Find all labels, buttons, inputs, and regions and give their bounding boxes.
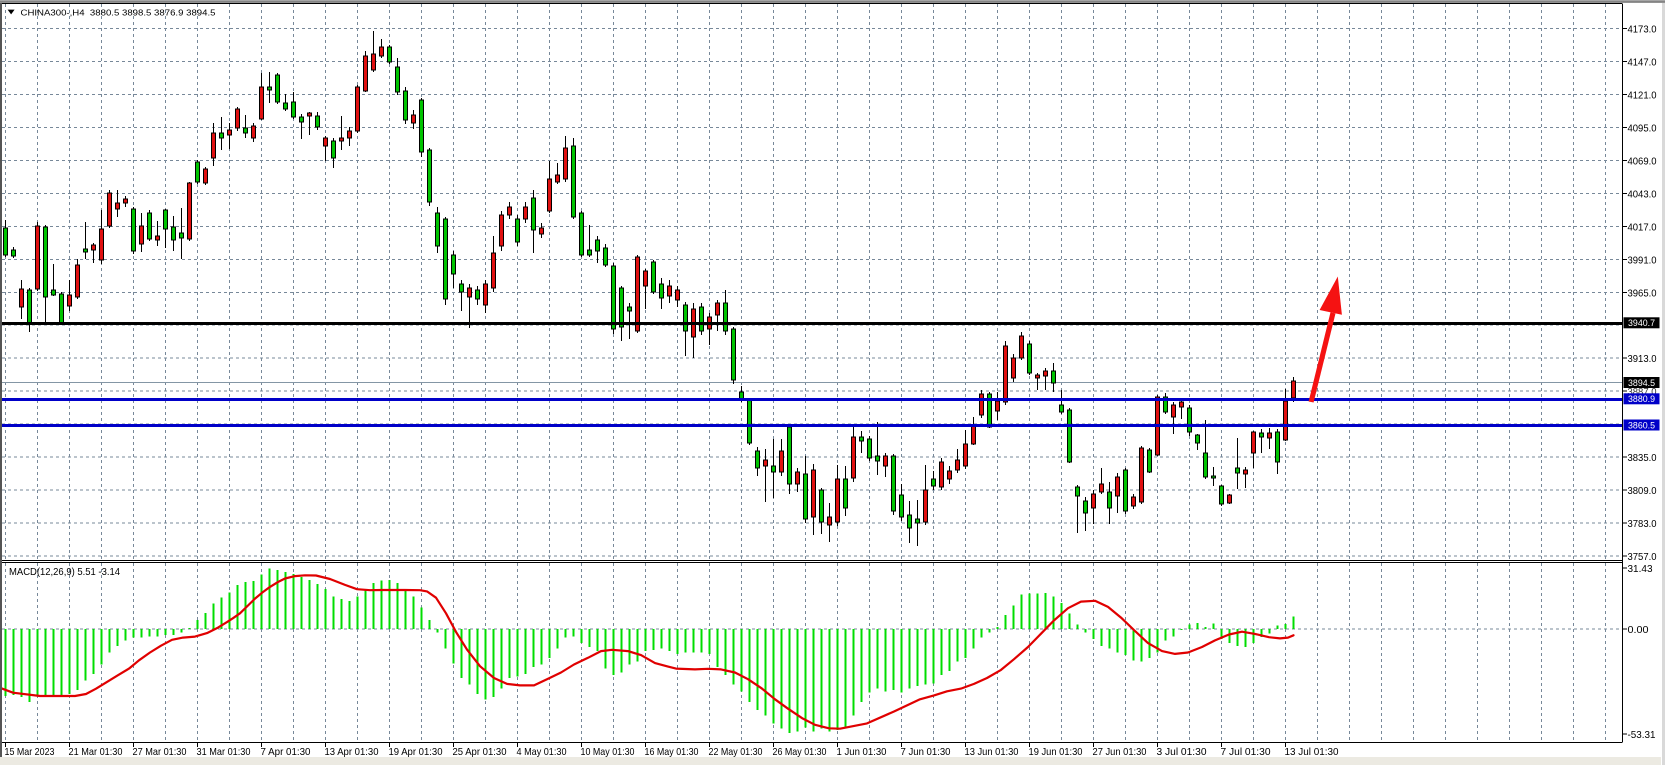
svg-text:3 Jul 01:30: 3 Jul 01:30 — [1157, 746, 1207, 758]
svg-text:19 Jun 01:30: 19 Jun 01:30 — [1029, 746, 1083, 758]
svg-text:CHINA300-,H4 3880.5 3898.5 38: CHINA300-,H4 3880.5 3898.5 3876.9 3894.5 — [21, 9, 217, 18]
svg-text:4095.0: 4095.0 — [1628, 123, 1657, 135]
svg-text:4 May 01:30: 4 May 01:30 — [517, 746, 567, 758]
svg-text:15 Mar 2023: 15 Mar 2023 — [5, 746, 55, 758]
svg-text:0.00: 0.00 — [1628, 624, 1649, 636]
svg-text:7 Jul 01:30: 7 Jul 01:30 — [1221, 746, 1271, 758]
svg-text:3835.0: 3835.0 — [1628, 452, 1657, 464]
svg-text:19 Apr 01:30: 19 Apr 01:30 — [389, 746, 443, 758]
svg-text:4043.0: 4043.0 — [1628, 188, 1657, 200]
svg-text:4069.0: 4069.0 — [1628, 155, 1657, 167]
svg-text:31.43: 31.43 — [1628, 563, 1653, 575]
svg-text:27 Mar 01:30: 27 Mar 01:30 — [133, 746, 187, 758]
svg-text:16 May 01:30: 16 May 01:30 — [645, 746, 699, 758]
svg-text:27 Jun 01:30: 27 Jun 01:30 — [1093, 746, 1147, 758]
svg-text:MACD(12,26,9) 5.51 -3.14: MACD(12,26,9) 5.51 -3.14 — [9, 566, 120, 578]
svg-text:3757.0: 3757.0 — [1628, 551, 1657, 563]
svg-text:3965.0: 3965.0 — [1628, 287, 1657, 299]
svg-text:7 Jun 01:30: 7 Jun 01:30 — [901, 746, 951, 758]
svg-text:4173.0: 4173.0 — [1628, 24, 1657, 36]
svg-text:13 Jul 01:30: 13 Jul 01:30 — [1285, 746, 1339, 758]
svg-text:3894.5: 3894.5 — [1628, 378, 1655, 388]
svg-text:26 May 01:30: 26 May 01:30 — [773, 746, 827, 758]
svg-text:7 Apr 01:30: 7 Apr 01:30 — [261, 746, 311, 758]
svg-text:3809.0: 3809.0 — [1628, 485, 1657, 497]
svg-text:13 Apr 01:30: 13 Apr 01:30 — [325, 746, 379, 758]
svg-text:4121.0: 4121.0 — [1628, 90, 1657, 102]
svg-text:3880.9: 3880.9 — [1628, 394, 1655, 404]
svg-text:3913.0: 3913.0 — [1628, 353, 1657, 365]
svg-text:1 Jun 01:30: 1 Jun 01:30 — [837, 746, 887, 758]
svg-text:4147.0: 4147.0 — [1628, 57, 1657, 69]
svg-text:31 Mar 01:30: 31 Mar 01:30 — [197, 746, 251, 758]
svg-text:21 Mar 01:30: 21 Mar 01:30 — [69, 746, 123, 758]
svg-text:3783.0: 3783.0 — [1628, 518, 1657, 530]
svg-text:4017.0: 4017.0 — [1628, 221, 1657, 233]
svg-text:13 Jun 01:30: 13 Jun 01:30 — [965, 746, 1019, 758]
svg-text:22 May 01:30: 22 May 01:30 — [709, 746, 763, 758]
svg-text:3991.0: 3991.0 — [1628, 254, 1657, 266]
svg-text:10 May 01:30: 10 May 01:30 — [581, 746, 635, 758]
svg-text:3940.7: 3940.7 — [1628, 318, 1655, 328]
svg-text:25 Apr 01:30: 25 Apr 01:30 — [453, 746, 507, 758]
svg-text:3860.5: 3860.5 — [1628, 420, 1655, 430]
svg-text:-53.31: -53.31 — [1628, 729, 1656, 741]
